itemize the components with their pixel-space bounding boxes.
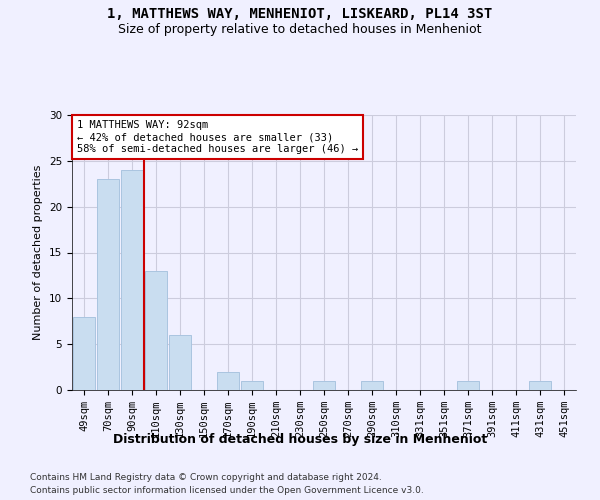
Bar <box>529 381 551 390</box>
Y-axis label: Number of detached properties: Number of detached properties <box>34 165 43 340</box>
Bar <box>241 381 263 390</box>
Bar <box>169 335 191 390</box>
Text: Contains public sector information licensed under the Open Government Licence v3: Contains public sector information licen… <box>30 486 424 495</box>
Bar <box>73 316 95 390</box>
Text: Contains HM Land Registry data © Crown copyright and database right 2024.: Contains HM Land Registry data © Crown c… <box>30 472 382 482</box>
Text: Size of property relative to detached houses in Menheniot: Size of property relative to detached ho… <box>118 22 482 36</box>
Text: 1 MATTHEWS WAY: 92sqm
← 42% of detached houses are smaller (33)
58% of semi-deta: 1 MATTHEWS WAY: 92sqm ← 42% of detached … <box>77 120 358 154</box>
Bar <box>97 179 119 390</box>
Bar <box>145 271 167 390</box>
Bar <box>121 170 143 390</box>
Bar <box>313 381 335 390</box>
Bar <box>361 381 383 390</box>
Bar <box>457 381 479 390</box>
Bar <box>217 372 239 390</box>
Text: 1, MATTHEWS WAY, MENHENIOT, LISKEARD, PL14 3ST: 1, MATTHEWS WAY, MENHENIOT, LISKEARD, PL… <box>107 8 493 22</box>
Text: Distribution of detached houses by size in Menheniot: Distribution of detached houses by size … <box>113 432 487 446</box>
